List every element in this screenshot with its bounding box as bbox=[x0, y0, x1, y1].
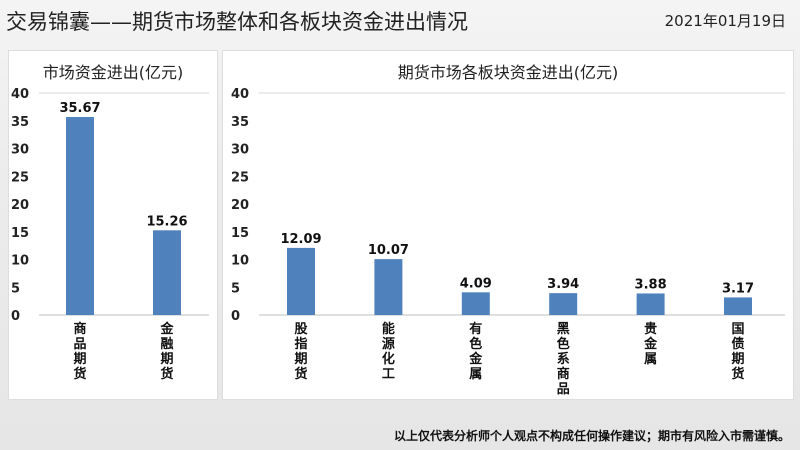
bar bbox=[724, 297, 752, 315]
y-tick-label: 30 bbox=[11, 143, 29, 158]
y-tick-label: 5 bbox=[11, 281, 20, 296]
x-tick-label: 能源化工 bbox=[382, 321, 395, 382]
data-label: 10.07 bbox=[368, 243, 409, 258]
report-date: 2021年01月19日 bbox=[664, 12, 786, 30]
bar bbox=[549, 293, 578, 315]
bar bbox=[287, 247, 315, 315]
disclaimer: 以上仅代表分析师个人观点不构成任何操作建议；期市有风险入市需谨慎。 bbox=[393, 429, 790, 443]
y-tick-label: 0 bbox=[231, 309, 240, 324]
x-tick-label: 金融期货 bbox=[159, 321, 174, 382]
x-tick-label: 国债期货 bbox=[731, 322, 744, 382]
data-label: 3.17 bbox=[722, 281, 754, 296]
y-tick-label: 40 bbox=[231, 87, 249, 102]
bar bbox=[461, 292, 490, 315]
y-tick-label: 40 bbox=[11, 87, 29, 102]
data-label: 15.26 bbox=[146, 214, 187, 229]
y-tick-label: 5 bbox=[231, 281, 240, 296]
bar bbox=[66, 117, 94, 316]
sector-flow-chart-panel: 期货市场各板块资金进出(亿元) 0 5 10 15 20 25 30 35 40 12.09 股指期… bbox=[222, 50, 794, 400]
data-label: 4.09 bbox=[460, 276, 492, 291]
data-label: 3.88 bbox=[635, 277, 667, 292]
y-tick-label: 0 bbox=[11, 309, 20, 324]
y-tick-label: 15 bbox=[231, 226, 249, 241]
x-tick-label: 商品期货 bbox=[73, 321, 86, 382]
y-tick-label: 20 bbox=[11, 198, 29, 213]
y-tick-label: 15 bbox=[11, 226, 29, 241]
y-tick-label: 20 bbox=[231, 198, 249, 213]
chart-title: 市场资金进出(亿元) bbox=[42, 63, 184, 82]
bar bbox=[636, 293, 665, 315]
x-tick-label: 股指期货 bbox=[294, 322, 307, 382]
data-label: 12.09 bbox=[280, 232, 321, 247]
bar bbox=[374, 259, 403, 315]
y-tick-label: 10 bbox=[11, 254, 29, 269]
y-tick-label: 35 bbox=[231, 115, 249, 130]
data-label: 3.94 bbox=[547, 277, 579, 292]
y-tick-label: 25 bbox=[231, 170, 249, 185]
y-tick-label: 10 bbox=[231, 254, 249, 269]
y-tick-label: 35 bbox=[11, 115, 29, 130]
y-tick-label: 25 bbox=[11, 170, 29, 185]
x-tick-label: 贵金属 bbox=[643, 321, 658, 367]
page-title: 交易锦囊——期货市场整体和各板块资金进出情况 bbox=[6, 10, 468, 34]
market-flow-chart: 0 5 10 15 20 25 30 35 40 35.67 商品期货 15.26 金融期货 bbox=[11, 87, 209, 382]
x-tick-label: 有色金属 bbox=[468, 321, 483, 382]
data-label: 35.67 bbox=[59, 101, 100, 116]
chart-title: 期货市场各板块资金进出(亿元) bbox=[397, 63, 619, 82]
y-tick-label: 30 bbox=[231, 143, 249, 158]
x-tick-label: 黑色系商品 bbox=[557, 322, 570, 397]
bar bbox=[153, 230, 181, 315]
market-flow-chart-panel: 市场资金进出(亿元) 0 5 10 15 20 25 30 35 40 35.67 商品期货 15.2… bbox=[8, 50, 218, 400]
sector-flow-chart: 0 5 10 15 20 25 30 35 40 12.09 股指期货 10.07 能源化工 4.09 有色… bbox=[231, 87, 785, 397]
